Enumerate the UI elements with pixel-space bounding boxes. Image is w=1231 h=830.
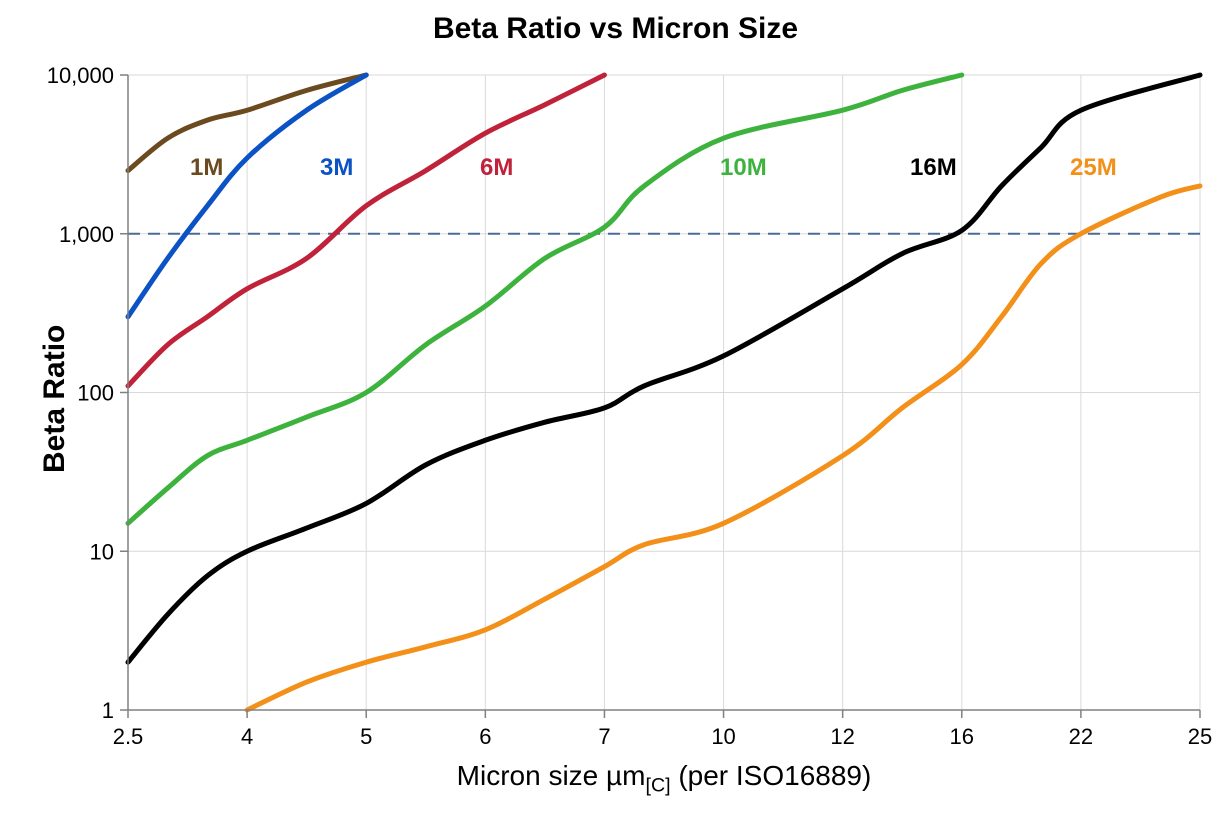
chart-container: Beta Ratio vs Micron Size Beta Ratio Mic…: [0, 0, 1231, 830]
series-label-10M: 10M: [720, 154, 767, 181]
series-line-10M: [128, 75, 962, 523]
y-axis-title: Beta Ratio: [38, 324, 72, 472]
series-label-16M: 16M: [910, 154, 957, 181]
y-tick-label: 1: [102, 698, 114, 723]
x-tick-label: 10: [711, 724, 735, 749]
series-label-6M: 6M: [480, 154, 513, 181]
x-tick-label: 7: [598, 724, 610, 749]
series-label-3M: 3M: [320, 154, 353, 181]
x-tick-label: 6: [479, 724, 491, 749]
x-tick-label: 4: [241, 724, 253, 749]
y-tick-label: 10,000: [47, 63, 114, 88]
chart-title: Beta Ratio vs Micron Size: [0, 12, 1231, 46]
x-tick-label: 22: [1069, 724, 1093, 749]
x-tick-label: 12: [830, 724, 854, 749]
y-tick-label: 10: [90, 539, 114, 564]
x-tick-label: 25: [1188, 724, 1212, 749]
series-label-1M: 1M: [190, 154, 223, 181]
chart-plot: 1M 3M 6M 10M 16M 25M 2.5 4 5 6 7 10 12 16 22 25 1 10 100…: [0, 0, 1231, 830]
x-tick-label: 5: [360, 724, 372, 749]
series-label-25M: 25M: [1070, 154, 1117, 181]
x-axis-title: Micron size µm[C] (per ISO16889): [128, 760, 1200, 798]
series-line-16M: [128, 75, 1200, 662]
x-tick-label: 16: [950, 724, 974, 749]
x-tick-label: 2.5: [113, 724, 144, 749]
y-tick-label: 100: [77, 381, 114, 406]
y-tick-label: 1,000: [59, 222, 114, 247]
